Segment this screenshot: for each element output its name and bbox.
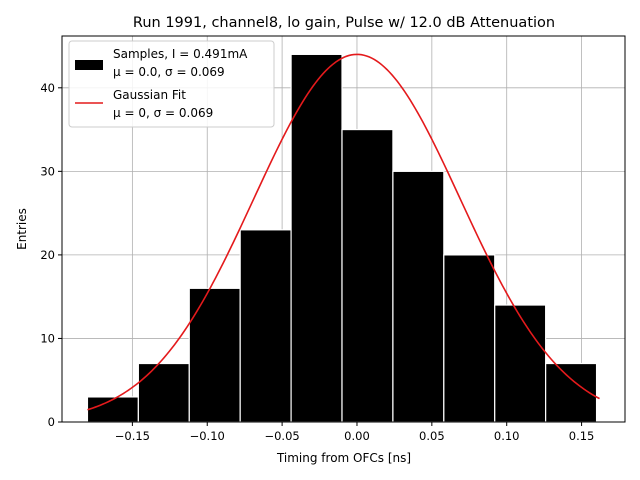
y-tick-label: 0: [48, 415, 55, 429]
x-tick-label: 0.10: [494, 429, 520, 443]
legend-box: [68, 40, 275, 128]
legend-samples-stats: μ = 0.0, σ = 0.069: [113, 65, 225, 79]
legend-samples-label: Samples, I = 0.491mA: [113, 47, 248, 61]
x-tick-label: −0.10: [190, 429, 225, 443]
y-tick-label: 40: [40, 81, 55, 95]
y-tick-label: 30: [40, 164, 55, 178]
legend-fit-stats: μ = 0, σ = 0.069: [113, 106, 213, 120]
chart-title: Run 1991, channel8, lo gain, Pulse w/ 12…: [133, 15, 555, 31]
x-axis-label: Timing from OFCs [ns]: [276, 451, 411, 465]
histogram-bars: [86, 53, 598, 423]
plot-frame: [61, 35, 626, 423]
y-axis-label: Entries: [15, 208, 29, 250]
y-tick-label: 10: [40, 331, 55, 345]
histogram-bar: [341, 128, 394, 423]
y-tick-label: 20: [40, 248, 55, 262]
histogram-bar: [137, 362, 190, 423]
y-axis-ticks: 0 10 20 30 40: [40, 81, 62, 429]
gaussian-fit-curve: [87, 53, 600, 411]
histogram-bar: [239, 229, 292, 423]
histogram-bar: [392, 170, 445, 423]
x-tick-label: 0.05: [419, 429, 445, 443]
histogram-bar: [494, 304, 547, 423]
x-axis-ticks: −0.15 −0.10 −0.05 0.00 0.05 0.10 0.15: [115, 422, 595, 443]
x-tick-label: −0.15: [115, 429, 150, 443]
x-tick-label: 0.15: [569, 429, 595, 443]
x-tick-label: 0.00: [344, 429, 370, 443]
legend: Samples, I = 0.491mA μ = 0.0, σ = 0.069 …: [68, 40, 275, 128]
histogram-bar: [443, 254, 496, 423]
histogram-bar: [188, 287, 241, 423]
legend-fit-label: Gaussian Fit: [113, 88, 186, 102]
histogram-bar: [86, 396, 139, 423]
x-tick-label: −0.05: [264, 429, 299, 443]
legend-samples-swatch: [75, 60, 103, 70]
